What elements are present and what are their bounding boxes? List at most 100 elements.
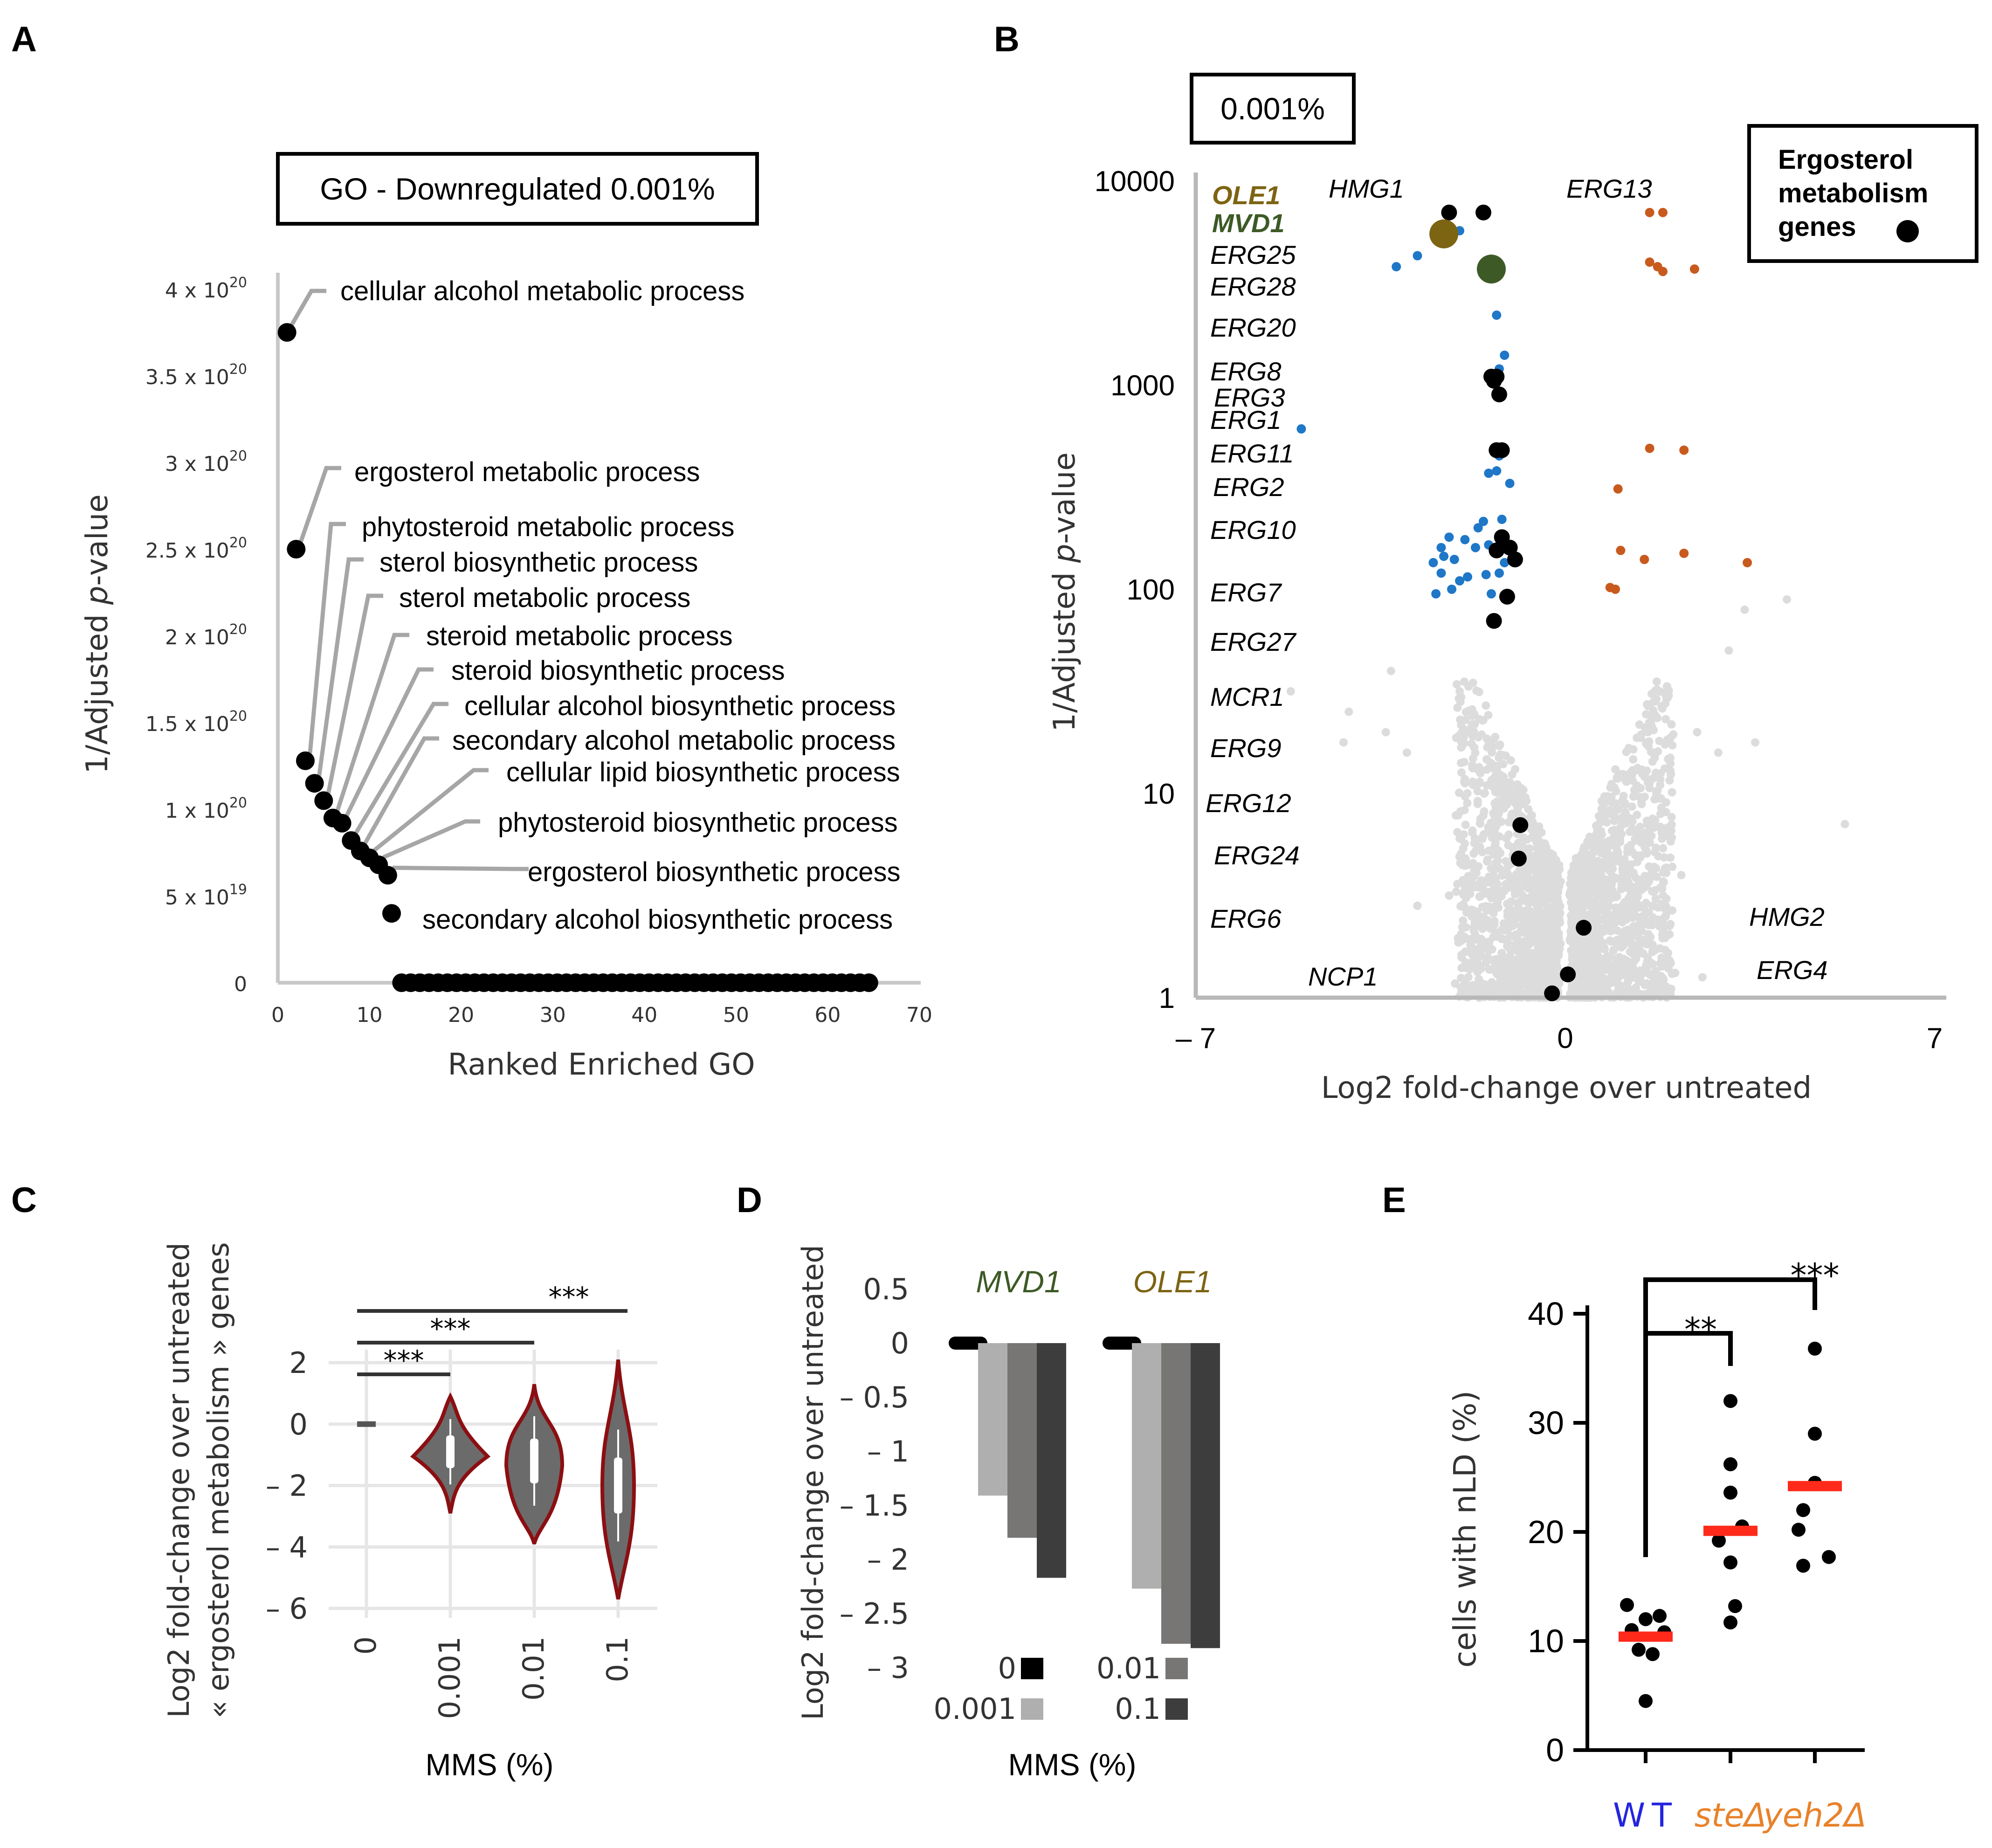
gene-point: [1461, 821, 1470, 829]
gene-point: [1517, 841, 1526, 850]
gene-point: [1635, 949, 1644, 958]
mean-marker: [1619, 1631, 1673, 1642]
y-tick-mantissa: 1 x 10: [165, 799, 229, 823]
gene-point: [1668, 833, 1676, 842]
gene-point: [1502, 752, 1510, 760]
gene-point: [1461, 839, 1469, 848]
significance-bracket: [1643, 1331, 1733, 1557]
upregulated-point: [1645, 207, 1654, 217]
gene-point: [1662, 982, 1671, 991]
upregulated-point: [1679, 548, 1689, 558]
y-tick-label: 100: [1127, 574, 1175, 606]
ergosterol-gene-point: [1510, 850, 1527, 867]
gene-point: [1621, 776, 1630, 785]
gene-point: [1603, 952, 1612, 961]
title-box: [276, 152, 759, 226]
gene-point: [1470, 834, 1479, 842]
gene-point: [1595, 931, 1604, 939]
downregulated-point: [1444, 532, 1454, 542]
gene-point: [1547, 894, 1556, 903]
downregulated-point: [1500, 350, 1510, 360]
x-tick-label: 60: [814, 1003, 841, 1027]
gene-point: [1461, 857, 1470, 866]
gene-point: [1605, 836, 1613, 845]
gene-point: [1493, 863, 1502, 872]
data-point: [332, 814, 352, 833]
gene-point: [1740, 605, 1749, 614]
gene-point: [1633, 857, 1642, 866]
leader-line: [392, 865, 529, 871]
gene-point: [1463, 799, 1472, 807]
gene-point: [1489, 909, 1498, 917]
legend-swatch: [1021, 1658, 1043, 1679]
gene-point: [1635, 793, 1644, 801]
gene-point: [1649, 822, 1658, 831]
ergosterol-gene-point: [1502, 539, 1518, 556]
gene-category-label: MVD1: [976, 1264, 1061, 1299]
go-term-label: ergosterol biosynthetic process: [528, 857, 901, 887]
y-tick-label: 2 x 1020: [165, 621, 247, 649]
gene-point: [1598, 961, 1607, 970]
bar: [1132, 1343, 1161, 1589]
data-point: [1639, 1694, 1653, 1708]
gene-point: [1668, 969, 1676, 978]
ergosterol-gene-point: [1576, 920, 1592, 936]
gene-point: [1572, 901, 1580, 910]
gene-point: [1654, 903, 1662, 912]
gene-point: [1480, 807, 1489, 816]
gene-point: [1469, 926, 1478, 935]
gene-point: [1659, 877, 1668, 886]
gene-point: [1644, 920, 1653, 929]
downregulated-point: [1447, 585, 1457, 594]
gene-point: [1454, 811, 1462, 820]
gene-point: [1659, 844, 1668, 853]
gene-point: [1611, 765, 1620, 774]
gene-point: [1619, 792, 1628, 800]
gene-point: [1510, 885, 1519, 894]
gene-point: [1751, 738, 1760, 747]
legend-label: 0.1: [1115, 1692, 1161, 1726]
y-tick-label: 2: [289, 1346, 308, 1380]
gene-point: [1499, 919, 1508, 928]
gene-label: ERG27: [1210, 627, 1296, 656]
go-term-label: ergosterol metabolic process: [354, 457, 700, 487]
gene-point: [1698, 973, 1707, 982]
downregulated-point: [1505, 478, 1515, 488]
gene-point: [1667, 813, 1676, 821]
go-term-label: secondary alcohol metabolic process: [452, 725, 896, 756]
gene-point: [1653, 685, 1661, 694]
x-axis-label: Ranked Enriched GO: [448, 1048, 755, 1082]
legend-marker: [1896, 220, 1919, 242]
gene-point: [1633, 764, 1642, 772]
panel-b-volcano-plot: 0.001% 1 10 100 1000 10000 – 7 0 7 Log2 fold-chan…: [1048, 73, 1978, 1105]
gene-point: [1511, 765, 1520, 774]
legend-text: Ergosterol: [1778, 145, 1913, 175]
ergosterol-gene-point: [1494, 442, 1510, 458]
gene-point: [1591, 969, 1600, 978]
gene-point: [1286, 687, 1295, 696]
y-tick-exponent: 20: [229, 708, 247, 724]
gene-point: [1608, 864, 1617, 873]
gene-point: [1545, 924, 1554, 933]
gene-point: [1634, 901, 1643, 910]
gene-point: [1508, 915, 1516, 924]
gene-point: [1516, 784, 1525, 793]
gene-point: [1650, 848, 1659, 856]
downregulated-point: [1436, 568, 1446, 578]
leader-line: [289, 289, 326, 326]
gene-point: [1540, 960, 1549, 969]
y-tick-exponent: 19: [229, 882, 247, 898]
gene-point: [1614, 805, 1623, 814]
gene-label: ERG10: [1210, 515, 1296, 545]
y-axis-label: 1/Adjusted p-value: [1048, 452, 1082, 732]
gene-label: ERG24: [1214, 841, 1300, 870]
gene-point: [1519, 911, 1528, 920]
y-axis-label: « ergosterol metabolism » genes: [201, 1242, 235, 1718]
gene-point: [1511, 794, 1520, 803]
y-tick-label: 10000: [1095, 165, 1175, 198]
gene-point: [1595, 892, 1604, 901]
data-point: [296, 751, 315, 770]
gene-point: [1475, 688, 1483, 696]
gene-point: [1484, 710, 1493, 719]
